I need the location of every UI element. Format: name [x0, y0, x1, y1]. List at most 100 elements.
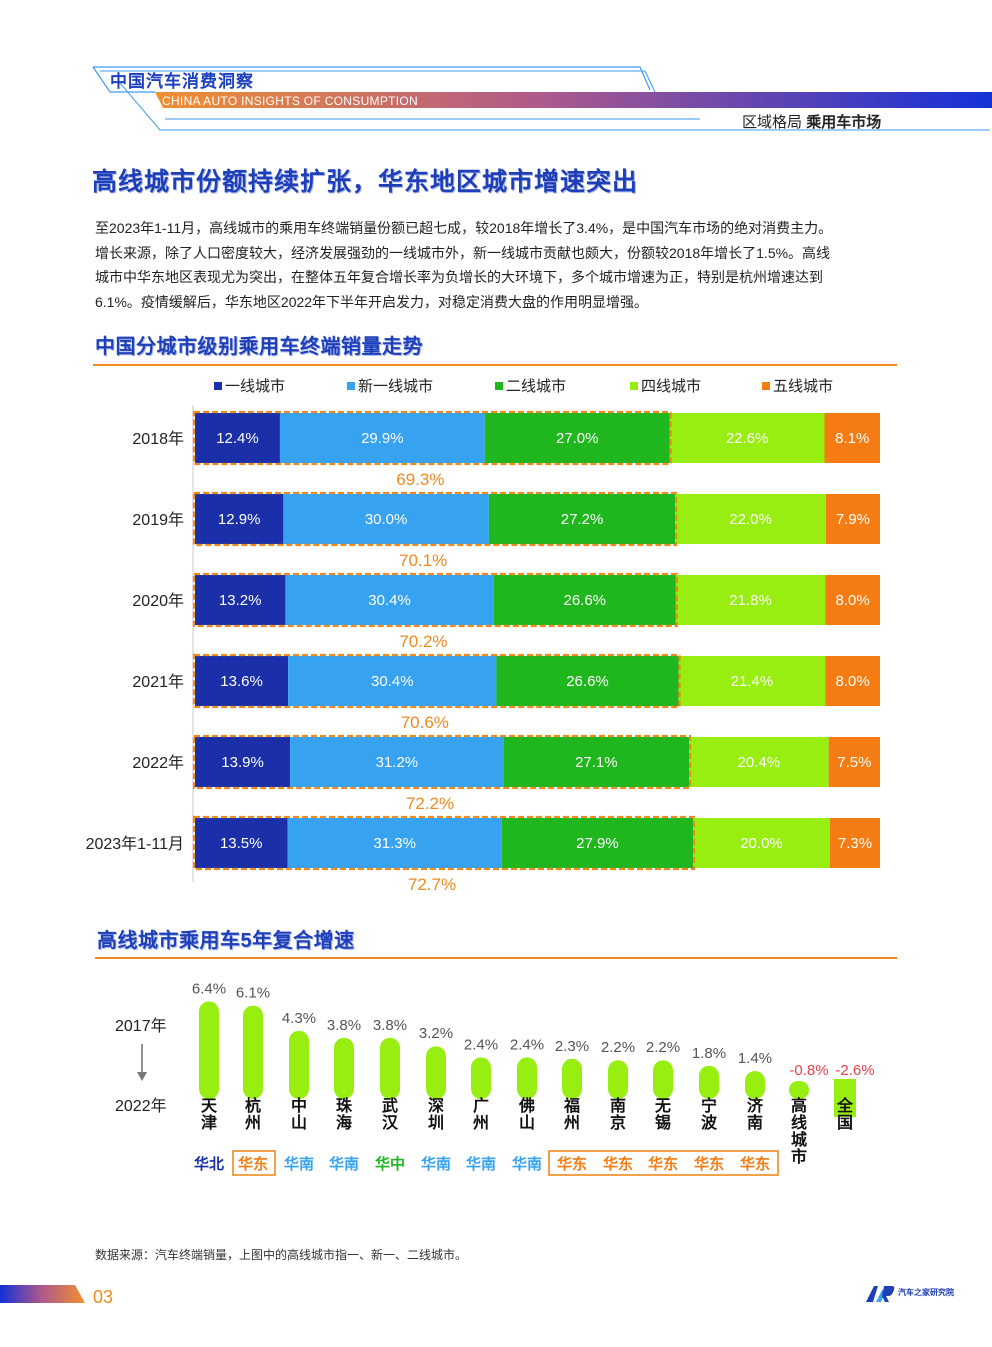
east-region-highlight	[232, 1150, 276, 1176]
bar-segment	[484, 413, 670, 463]
region-label: 华东	[603, 1155, 633, 1173]
segment-value-label: 13.5%	[220, 835, 263, 852]
brand-title-cn: 中国汽车消费洞察	[110, 72, 254, 91]
bar-segment	[825, 575, 880, 625]
stack-chart: 2018年 12.4% 29.9% 27.0% 22.6% 8.1% 69.3% 2019年 1…	[86, 405, 880, 894]
bar-segment	[493, 575, 676, 625]
city-label-char: 州	[472, 1114, 489, 1132]
segment-value-label: 8.0%	[835, 592, 869, 609]
intro-line: 6.1%。疫情缓解后，华东地区2022年下半年开启发力，对稳定消费大盘的作用明显…	[95, 293, 649, 310]
segment-value-label: 20.0%	[740, 835, 783, 852]
growth-value-label: 2.4%	[464, 1036, 498, 1053]
bar-segment	[290, 737, 504, 787]
growth-value-label: 6.1%	[236, 985, 270, 1002]
city-label-char: 福	[563, 1096, 580, 1115]
segment-value-label: 12.9%	[218, 511, 261, 528]
category-label: 2021年	[132, 673, 184, 691]
city-label-char: 津	[201, 1114, 217, 1132]
region-label: 华南	[421, 1155, 451, 1173]
region-label: 华南	[284, 1155, 314, 1173]
bar-segment	[828, 737, 880, 787]
page-number: 03	[93, 1287, 114, 1307]
intro-line: 至2023年1-11月，高线城市的乘用车终端销量份额已超七成，较2018年增长了…	[95, 220, 833, 236]
bar-segment	[195, 575, 286, 625]
growth-value-label: 3.8%	[327, 1017, 361, 1034]
bar-segment	[195, 656, 289, 706]
high-tier-highlight	[192, 491, 678, 547]
city-label-char: 高	[791, 1096, 807, 1115]
intro-line: 增长来源，除了人口密度较大，经济发展强劲的一线城市外，新一线城市贡献也颇大，份额…	[95, 244, 831, 261]
city-label-char: 杭	[245, 1096, 261, 1115]
growth-value-label: 1.8%	[692, 1045, 726, 1062]
segment-value-label: 13.2%	[219, 592, 262, 609]
city-label-char: 中	[291, 1096, 307, 1115]
growth-bar	[789, 1081, 809, 1099]
segment-value-label: 27.2%	[561, 511, 604, 528]
city-label-char: 天	[201, 1098, 218, 1115]
region-label: 华东	[694, 1155, 724, 1173]
region-label: 华东	[557, 1155, 587, 1173]
legend-swatch	[495, 381, 503, 390]
city-label-char: 南	[747, 1113, 763, 1132]
bar-segment	[501, 818, 693, 868]
intro-paragraph: 至2023年1-11月，高线城市的乘用车终端销量份额已超七成，较2018年增长了…	[95, 216, 905, 314]
stack-chart-title: 中国分城市级别乘用车终端销量走势	[95, 336, 423, 358]
city-label-char: 济	[747, 1096, 764, 1115]
growth-bar	[834, 1079, 856, 1117]
city-label-char: 珠	[336, 1096, 353, 1115]
growth-chart-title: 高线城市乘用车5年复合增速	[97, 930, 355, 952]
segment-value-label: 7.9%	[836, 511, 870, 528]
growth-bar	[608, 1060, 628, 1099]
period-start-label: 2017年	[115, 1017, 167, 1035]
city-label-char: 汉	[382, 1113, 399, 1132]
east-region-highlight	[548, 1150, 779, 1176]
segment-value-label: 29.9%	[361, 430, 404, 447]
bar-segment	[279, 413, 485, 463]
bar-segment	[288, 656, 497, 706]
region-label: 华北	[194, 1155, 224, 1173]
page-headline: 高线城市份额持续扩张，华东地区城市增速突出	[92, 168, 639, 196]
segment-value-label: 27.9%	[576, 835, 619, 852]
growth-value-label: 2.3%	[555, 1038, 589, 1055]
high-tier-total-label: 70.1%	[399, 551, 447, 570]
growth-bar	[699, 1065, 719, 1099]
city-label-char: 京	[610, 1113, 626, 1132]
legend-swatch	[762, 381, 770, 390]
city-label-char: 武	[382, 1096, 398, 1115]
segment-value-label: 26.6%	[563, 592, 606, 609]
region-label: 华东	[648, 1155, 678, 1173]
city-label-char: 宁	[701, 1096, 717, 1115]
intro-line: 城市中华东地区表现尤为突出，在整体五年复合增长率为负增长的大环境下，多个城市增速…	[95, 269, 823, 285]
segment-value-label: 21.8%	[729, 592, 772, 609]
city-label-char: 州	[563, 1114, 580, 1132]
logo-icon	[866, 1286, 895, 1302]
segment-value-label: 31.3%	[373, 835, 416, 852]
category-label: 2019年	[132, 511, 184, 529]
city-label-char: 广	[473, 1096, 489, 1115]
section-label-bold: 乘用车市场	[806, 114, 882, 131]
high-tier-highlight	[192, 815, 696, 871]
region-label: 华南	[329, 1155, 359, 1173]
city-label-char: 山	[519, 1114, 535, 1132]
growth-value-label: 2.2%	[646, 1039, 680, 1056]
city-label-char: 无	[654, 1097, 671, 1115]
growth-bar	[199, 1001, 219, 1099]
city-label-char: 深	[428, 1096, 444, 1115]
bar-segment	[488, 494, 676, 544]
bar-segment	[195, 413, 280, 463]
growth-value-label: 3.8%	[373, 1017, 407, 1034]
growth-bar	[562, 1058, 582, 1099]
bar-segment	[825, 494, 880, 544]
growth-bar	[471, 1057, 491, 1099]
stack-chart-legend: 一线城市 新一线城市 二线城市 四线城市 五线城市	[214, 375, 833, 396]
growth-bar	[426, 1046, 446, 1099]
city-label-char: 圳	[428, 1114, 444, 1132]
segment-value-label: 7.5%	[837, 754, 871, 771]
high-tier-highlight	[192, 653, 681, 709]
legend-item: 一线城市	[214, 375, 347, 396]
high-tier-highlight	[192, 572, 678, 628]
bar-segment	[283, 494, 489, 544]
growth-bar	[334, 1037, 354, 1099]
legend-label: 二线城市	[506, 378, 567, 395]
bar-segment	[675, 575, 826, 625]
